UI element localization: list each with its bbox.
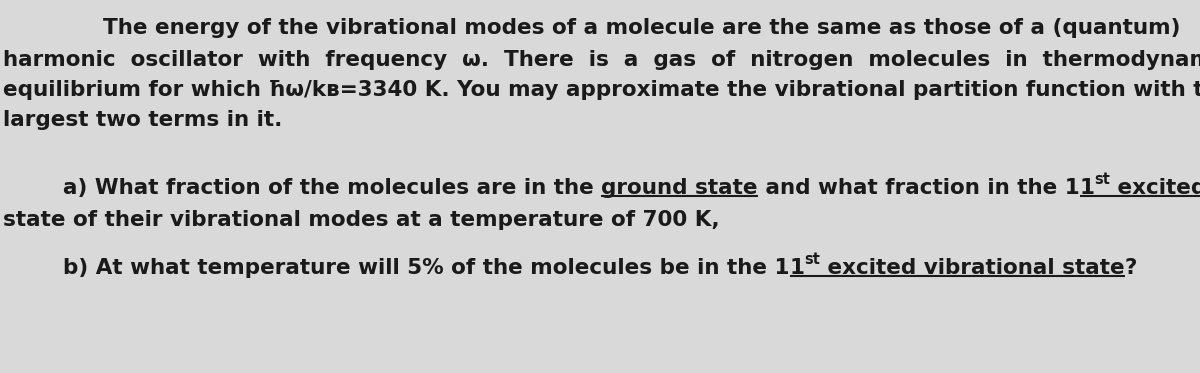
Text: a) What fraction of the molecules are in the: a) What fraction of the molecules are in… <box>2 178 601 198</box>
Text: harmonic  oscillator  with  frequency  ω.  There  is  a  gas  of  nitrogen  mole: harmonic oscillator with frequency ω. Th… <box>2 50 1200 70</box>
Text: 1: 1 <box>1080 178 1094 198</box>
Text: excited: excited <box>1110 178 1200 198</box>
Text: The energy of the vibrational modes of a molecule are the same as those of a (qu: The energy of the vibrational modes of a… <box>103 18 1181 38</box>
Text: largest two terms in it.: largest two terms in it. <box>2 110 282 130</box>
Text: st: st <box>804 252 821 267</box>
Text: st: st <box>1094 172 1110 187</box>
Text: state of their vibrational modes at a temperature of 700 K,: state of their vibrational modes at a te… <box>2 210 720 230</box>
Text: excited vibrational state: excited vibrational state <box>821 258 1126 278</box>
Text: and what fraction in the 1: and what fraction in the 1 <box>757 178 1080 198</box>
Text: ground state: ground state <box>601 178 757 198</box>
Text: b) At what temperature will 5% of the molecules be in the 1: b) At what temperature will 5% of the mo… <box>2 258 790 278</box>
Text: 1: 1 <box>790 258 804 278</box>
Text: equilibrium for which ħω/kʙ=3340 K. You may approximate the vibrational partitio: equilibrium for which ħω/kʙ=3340 K. You … <box>2 80 1200 100</box>
Text: ?: ? <box>1126 258 1138 278</box>
